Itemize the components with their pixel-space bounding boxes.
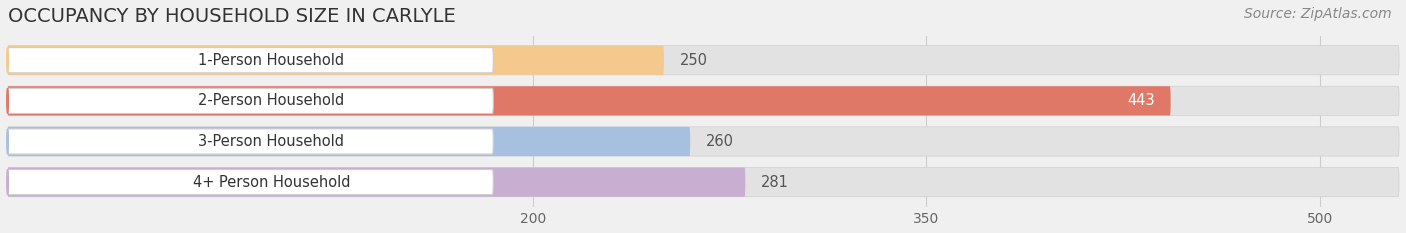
Text: Source: ZipAtlas.com: Source: ZipAtlas.com — [1244, 7, 1392, 21]
FancyBboxPatch shape — [7, 86, 1399, 116]
FancyBboxPatch shape — [7, 129, 494, 154]
Text: 443: 443 — [1128, 93, 1154, 108]
Circle shape — [7, 170, 8, 195]
FancyBboxPatch shape — [7, 86, 1171, 116]
FancyBboxPatch shape — [7, 88, 494, 113]
Circle shape — [7, 48, 8, 73]
Text: 3-Person Household: 3-Person Household — [198, 134, 344, 149]
Text: 1-Person Household: 1-Person Household — [198, 53, 344, 68]
Text: 281: 281 — [761, 175, 789, 190]
FancyBboxPatch shape — [7, 168, 745, 197]
Text: 2-Person Household: 2-Person Household — [198, 93, 344, 108]
FancyBboxPatch shape — [7, 127, 690, 156]
FancyBboxPatch shape — [7, 170, 494, 195]
FancyBboxPatch shape — [7, 127, 1399, 156]
Text: 260: 260 — [706, 134, 734, 149]
Text: 250: 250 — [679, 53, 707, 68]
FancyBboxPatch shape — [7, 46, 664, 75]
Text: OCCUPANCY BY HOUSEHOLD SIZE IN CARLYLE: OCCUPANCY BY HOUSEHOLD SIZE IN CARLYLE — [7, 7, 456, 26]
Text: 4+ Person Household: 4+ Person Household — [193, 175, 350, 190]
FancyBboxPatch shape — [7, 48, 494, 73]
FancyBboxPatch shape — [7, 168, 1399, 197]
Circle shape — [7, 88, 8, 113]
FancyBboxPatch shape — [7, 46, 1399, 75]
Circle shape — [7, 129, 8, 154]
